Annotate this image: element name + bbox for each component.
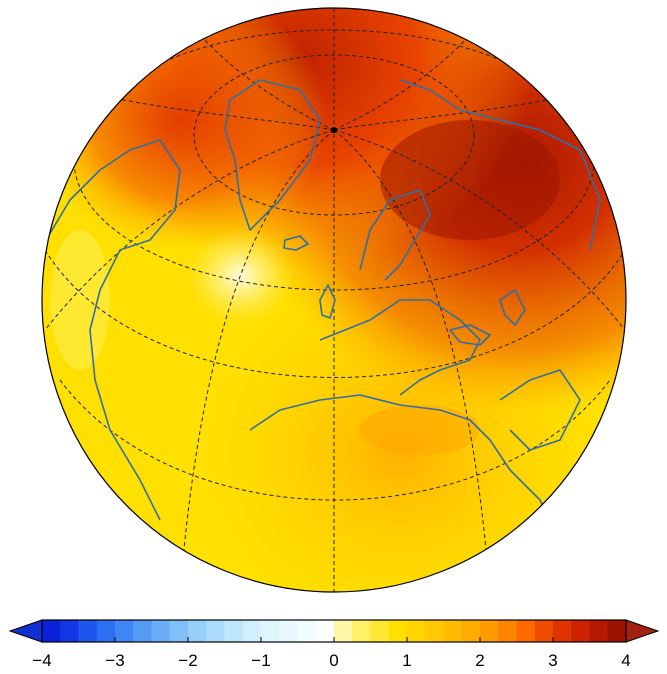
- colorbar-swatch: [78, 620, 98, 642]
- colorbar-swatch: [425, 620, 444, 642]
- colorbar-swatch: [516, 620, 536, 642]
- colorbar-swatch: [370, 620, 390, 642]
- colorbar-swatch: [188, 620, 207, 642]
- coastlines: [42, 79, 601, 591]
- arabia-coast: [499, 369, 581, 451]
- colorbar-swatch: [261, 620, 280, 642]
- colorbar-tick-label: 2: [475, 651, 484, 670]
- colorbar-swatch: [151, 620, 171, 642]
- colorbar-swatch: [388, 620, 408, 642]
- colorbar-swatch: [534, 620, 554, 642]
- colorbar-swatch: [96, 620, 116, 642]
- iceland-coast: [283, 235, 309, 251]
- colorbar-tick-label: −3: [105, 651, 124, 670]
- colorbar-swatch: [279, 620, 298, 642]
- colorbar-tick-label: 3: [548, 651, 557, 670]
- black-caspian-coast: [449, 289, 526, 346]
- greenland-coast: [224, 79, 321, 231]
- colorbar-swatch: [407, 620, 426, 642]
- colorbar-swatch: [42, 620, 61, 642]
- uk-coast: [319, 284, 336, 319]
- colorbar-swatch: [498, 620, 517, 642]
- colorbar-swatch: [571, 620, 590, 642]
- russia-arctic-coast: [399, 79, 601, 251]
- colorbar-ticks: −4 −3 −2 −1 0 1 2 3 4: [32, 637, 631, 670]
- colorbar-swatch: [206, 620, 225, 642]
- colorbar-swatch: [352, 620, 371, 642]
- colorbar-swatch: [115, 620, 134, 642]
- colorbar: −4 −3 −2 −1 0 1 2 3 4: [8, 619, 660, 670]
- europe-coast: [319, 299, 481, 396]
- colorbar-tick-label: 0: [329, 651, 338, 670]
- colorbar-swatches: [42, 620, 627, 642]
- colorbar-swatch: [297, 620, 317, 642]
- colorbar-swatch: [315, 620, 335, 642]
- colorbar-tick-label: −2: [178, 651, 197, 670]
- colorbar-tick-label: 4: [621, 651, 630, 670]
- north-america-coast: [42, 139, 181, 521]
- globe-map: [41, 7, 627, 593]
- colorbar-swatch: [224, 620, 244, 642]
- colorbar-swatch: [480, 620, 499, 642]
- colorbar-over-arrow: [625, 619, 660, 643]
- colorbar-swatch: [607, 620, 627, 642]
- colorbar-swatch: [589, 620, 609, 642]
- north-pole-marker: [331, 127, 337, 133]
- colorbar-tick-label: 1: [402, 651, 411, 670]
- colorbar-swatch: [443, 620, 463, 642]
- colorbar-swatch: [334, 620, 353, 642]
- colorbar-swatch: [169, 620, 189, 642]
- colorbar-swatch: [60, 620, 79, 642]
- temperature-field: [42, 8, 626, 592]
- colorbar-swatch: [242, 620, 262, 642]
- colorbar-under-arrow: [8, 619, 43, 643]
- colorbar-swatch: [553, 620, 572, 642]
- colorbar-tick-label: −1: [251, 651, 270, 670]
- globe-outline: [41, 7, 627, 593]
- scandinavia-coast: [359, 189, 431, 281]
- colorbar-swatch: [133, 620, 152, 642]
- colorbar-swatch: [461, 620, 481, 642]
- colorbar-tick-label: −4: [32, 651, 51, 670]
